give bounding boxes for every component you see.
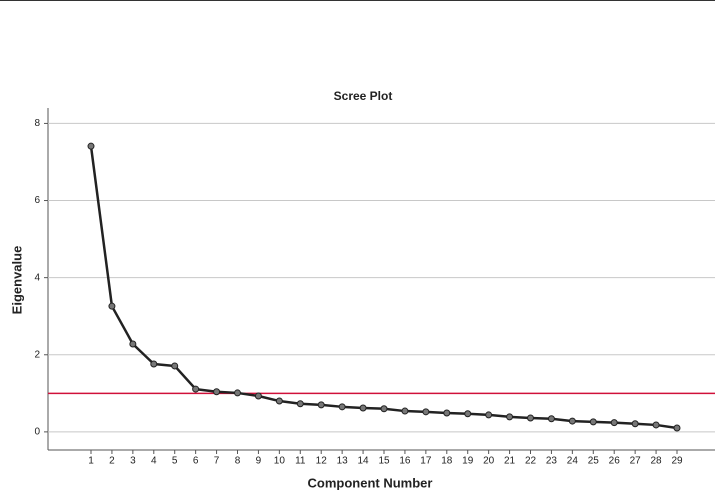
x-tick-label: 22 [525,456,537,467]
y-tick-label: 6 [34,195,40,206]
x-tick-label: 1 [88,456,94,467]
x-tick-label: 2 [109,456,115,467]
x-tick-label: 13 [337,456,349,467]
x-tick-label: 26 [609,456,621,467]
data-point [213,388,221,396]
data-point [275,397,283,405]
data-point [547,415,555,423]
x-tick-label: 15 [378,456,390,467]
y-tick-label: 0 [34,427,40,438]
data-point [254,392,262,400]
data-point [150,360,158,368]
data-point [317,401,325,409]
x-tick-label: 7 [214,456,220,467]
x-tick-label: 6 [193,456,199,467]
x-tick-label: 17 [420,456,432,467]
data-point [296,400,304,408]
data-point [443,409,451,417]
data-point [422,408,430,416]
data-point [108,302,116,310]
x-tick-label: 9 [256,456,262,467]
data-point [401,407,409,415]
data-point [359,404,367,412]
series-line [89,146,678,430]
data-point [568,417,576,425]
y-tick-label: 2 [34,349,40,360]
x-axis-label: Component Number [308,475,433,490]
data-point [631,420,639,428]
x-tick-label: 4 [151,456,157,467]
data-point [589,418,597,426]
data-point [506,413,514,421]
x-tick-label: 20 [483,456,495,467]
x-tick-label: 27 [630,456,642,467]
x-tick-label: 25 [588,456,600,467]
x-tick-label: 24 [567,456,579,467]
x-tick-label: 8 [235,456,241,467]
data-point [527,414,534,422]
y-tick-label: 8 [34,118,40,129]
data-point [380,405,388,413]
y-axis-label: Eigenvalue [9,246,24,315]
data-point [234,389,241,397]
data-point [673,424,681,432]
x-tick-label: 18 [441,456,453,467]
x-tick-label: 14 [358,456,370,467]
data-point [610,419,618,427]
x-tick-label: 11 [295,456,306,467]
x-tick-label: 5 [172,456,178,467]
x-tick-label: 19 [462,456,474,467]
x-tick-label: 23 [546,456,558,467]
data-point [338,403,346,411]
data-point [192,385,200,393]
x-tick-label: 21 [504,456,516,467]
x-tick-label: 3 [130,456,136,467]
data-point [485,411,493,419]
data-point [171,362,179,370]
data-point [129,340,137,348]
data-point [652,421,660,429]
x-tick-label: 12 [316,456,328,467]
data-point [87,142,95,150]
x-tick-label: 29 [671,456,683,467]
x-tick-label: 16 [399,456,411,467]
x-tick-label: 28 [651,456,663,467]
x-tick-label: 10 [274,456,286,467]
y-tick-label: 4 [34,272,40,283]
data-point [464,410,472,418]
chart-title: Scree Plot [334,89,393,103]
